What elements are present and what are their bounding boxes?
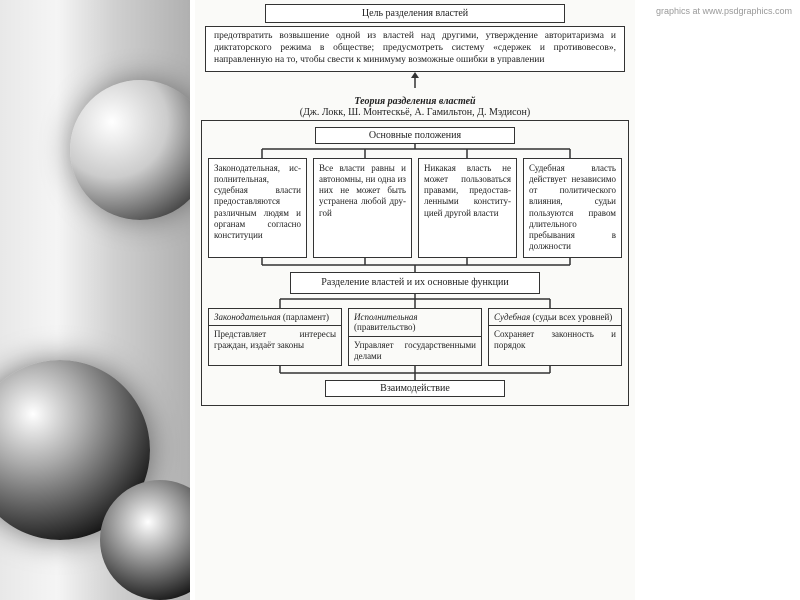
connector-merge-3 — [210, 366, 620, 380]
interaction-box: Взаимодействие — [325, 380, 505, 397]
theory-title-text: Теория разделения властей — [354, 96, 475, 107]
connector-fanout — [210, 144, 620, 158]
division-title-box: Разделение властей и их основные функции — [290, 272, 540, 294]
watermark-text: graphics at www.psdgraphics.com — [656, 6, 792, 16]
goal-description-box: предотвратить возвышение одной из власте… — [205, 26, 625, 72]
branch-name: Исполнительная (правительство) — [349, 309, 481, 338]
position-box: Законода­тельная, ис­полнитель­ная, суде… — [208, 158, 307, 258]
decorative-sphere — [70, 80, 190, 220]
position-box: Никакая власть не может поль­зоваться пр… — [418, 158, 517, 258]
arrow-up-icon — [405, 72, 425, 88]
branch-function: Управляет госу­дарственными де­лами — [349, 337, 481, 365]
theory-frame: Основные положения Законода­тельная, ис­… — [201, 120, 629, 406]
theory-title: Теория разделения властей (Дж. Локк, Ш. … — [199, 96, 631, 118]
position-box: Все власти равны и ав­тономны, ни одна и… — [313, 158, 412, 258]
branch-function: Сохраняет закон­ность и порядок — [489, 326, 621, 354]
theory-authors: (Дж. Локк, Ш. Монтескьё, А. Гамильтон, Д… — [300, 107, 530, 118]
decorative-background — [0, 0, 190, 600]
branch-judicial: Судебная (судьи всех уровней) Сохраняет … — [488, 308, 622, 366]
separation-of-powers-diagram: Цель разделения властей предотвратить во… — [195, 0, 635, 600]
goal-title-box: Цель разделения властей — [265, 4, 565, 23]
branch-function: Представляет ин­тересы граждан, издаёт з… — [209, 326, 341, 354]
connector-merge — [210, 258, 620, 272]
connector-fanout-3 — [210, 294, 620, 308]
branch-legislative: Законодатель­ная (парламент) Представляе… — [208, 308, 342, 366]
positions-title-box: Основные положения — [315, 127, 515, 144]
positions-row: Законода­тельная, ис­полнитель­ная, суде… — [208, 158, 622, 258]
branch-executive: Исполнительная (правительство) Управляет… — [348, 308, 482, 366]
branches-row: Законодатель­ная (парламент) Представляе… — [208, 308, 622, 366]
branch-name: Судебная (судьи всех уровней) — [489, 309, 621, 327]
position-box: Судебная власть действу­ет независимо от… — [523, 158, 622, 258]
branch-name: Законодатель­ная (парламент) — [209, 309, 341, 327]
